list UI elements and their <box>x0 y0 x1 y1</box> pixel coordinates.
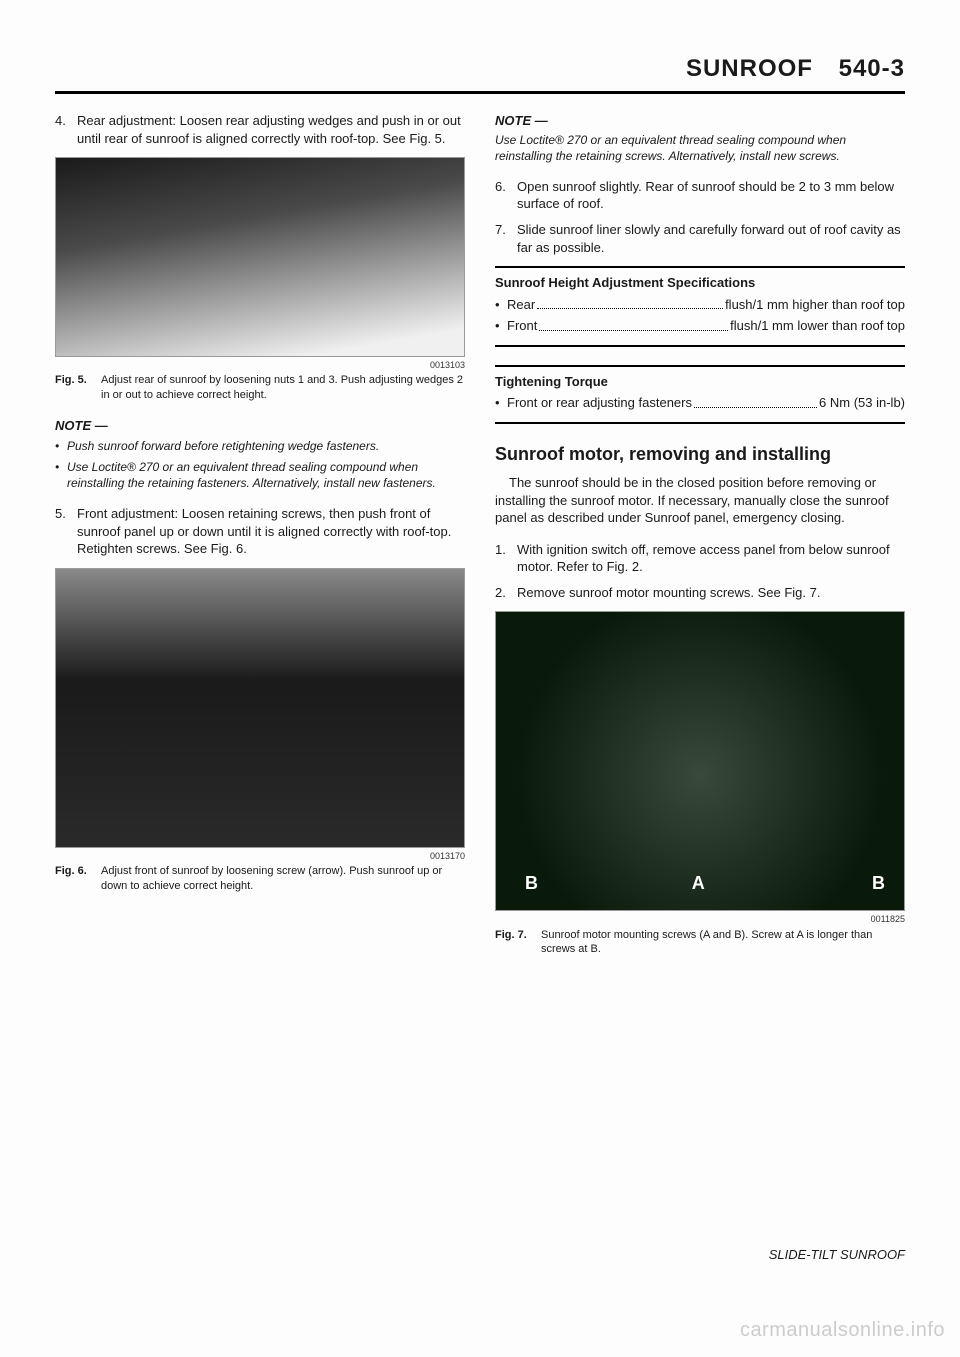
step-number: 1. <box>495 541 517 576</box>
divider <box>495 266 905 268</box>
figure-label: Fig. 5. <box>55 373 101 403</box>
figure-6-image <box>55 568 465 848</box>
torque-title: Tightening Torque <box>495 373 905 391</box>
figure-7-id: 0011825 <box>495 913 905 925</box>
watermark: carmanualsonline.info <box>740 1319 945 1342</box>
note-heading: NOTE — <box>495 112 905 130</box>
two-column-layout: 4. Rear adjustment: Loosen rear adjustin… <box>55 112 905 957</box>
bullet-icon: • <box>55 459 67 491</box>
step-number: 6. <box>495 178 517 213</box>
divider <box>495 365 905 367</box>
spec-title: Sunroof Height Adjustment Specifications <box>495 274 905 292</box>
step-6: 6. Open sunroof slightly. Rear of sunroo… <box>495 178 905 213</box>
figure-caption-text: Sunroof motor mounting screws (A and B).… <box>541 928 905 958</box>
bullet-icon: • <box>495 394 507 412</box>
note-text: Use Loctite® 270 or an equivalent thread… <box>495 132 905 164</box>
torque-label: Front or rear adjusting fasteners <box>507 394 692 412</box>
page-header: SUNROOF 540-3 <box>55 55 905 94</box>
note-text: Use Loctite® 270 or an equivalent thread… <box>67 459 465 491</box>
callout-letter: A <box>692 871 705 895</box>
divider <box>495 422 905 424</box>
spec-label: Rear <box>507 296 535 314</box>
step-number: 2. <box>495 584 517 602</box>
torque-row: • Front or rear adjusting fasteners 6 Nm… <box>495 394 905 412</box>
step-number: 4. <box>55 112 77 147</box>
note-heading: NOTE — <box>55 417 465 435</box>
figure-5-caption: Fig. 5. Adjust rear of sunroof by loosen… <box>55 373 465 403</box>
leader-dots <box>537 296 723 310</box>
figure-5-id: 0013103 <box>55 359 465 371</box>
figure-7-image <box>495 611 905 911</box>
divider <box>495 345 905 347</box>
leader-dots <box>539 317 728 331</box>
note-item: • Push sunroof forward before retighteni… <box>55 438 465 454</box>
spec-row: • Front flush/1 mm lower than roof top <box>495 317 905 335</box>
step-1: 1. With ignition switch off, remove acce… <box>495 541 905 576</box>
bullet-icon: • <box>495 317 507 335</box>
step-text: Slide sunroof liner slowly and carefully… <box>517 221 905 256</box>
figure-7-caption: Fig. 7. Sunroof motor mounting screws (A… <box>495 928 905 958</box>
step-number: 5. <box>55 505 77 558</box>
callout-letter: B <box>525 871 538 895</box>
figure-label: Fig. 6. <box>55 864 101 894</box>
figure-caption-text: Adjust rear of sunroof by loosening nuts… <box>101 373 465 403</box>
figure-7-wrap: B A B <box>495 611 905 911</box>
step-7: 7. Slide sunroof liner slowly and carefu… <box>495 221 905 256</box>
torque-value: 6 Nm (53 in-lb) <box>819 394 905 412</box>
paragraph: The sunroof should be in the closed posi… <box>495 474 905 527</box>
leader-dots <box>694 394 817 408</box>
figure-5-image <box>55 157 465 357</box>
figure-6-caption: Fig. 6. Adjust front of sunroof by loose… <box>55 864 465 894</box>
spec-value: flush/1 mm higher than roof top <box>725 296 905 314</box>
left-column: 4. Rear adjustment: Loosen rear adjustin… <box>55 112 465 957</box>
spec-label: Front <box>507 317 537 335</box>
right-column: NOTE — Use Loctite® 270 or an equivalent… <box>495 112 905 957</box>
note-item: • Use Loctite® 270 or an equivalent thre… <box>55 459 465 491</box>
page-footer: SLIDE-TILT SUNROOF <box>769 1247 905 1262</box>
step-2: 2. Remove sunroof motor mounting screws.… <box>495 584 905 602</box>
spec-value: flush/1 mm lower than roof top <box>730 317 905 335</box>
spec-row: • Rear flush/1 mm higher than roof top <box>495 296 905 314</box>
figure-label: Fig. 7. <box>495 928 541 958</box>
figure-caption-text: Adjust front of sunroof by loosening scr… <box>101 864 465 894</box>
figure-6-id: 0013170 <box>55 850 465 862</box>
step-4: 4. Rear adjustment: Loosen rear adjustin… <box>55 112 465 147</box>
step-5: 5. Front adjustment: Loosen retaining sc… <box>55 505 465 558</box>
step-number: 7. <box>495 221 517 256</box>
step-text: Remove sunroof motor mounting screws. Se… <box>517 584 905 602</box>
step-text: Front adjustment: Loosen retaining screw… <box>77 505 465 558</box>
header-section: 540-3 <box>839 55 905 82</box>
note-text: Push sunroof forward before retightening… <box>67 438 465 454</box>
step-text: Open sunroof slightly. Rear of sunroof s… <box>517 178 905 213</box>
bullet-icon: • <box>55 438 67 454</box>
step-text: With ignition switch off, remove access … <box>517 541 905 576</box>
page: SUNROOF 540-3 4. Rear adjustment: Loosen… <box>0 0 960 1357</box>
header-title: SUNROOF <box>686 55 813 82</box>
bullet-icon: • <box>495 296 507 314</box>
callout-letter: B <box>872 871 885 895</box>
section-heading: Sunroof motor, removing and installing <box>495 442 905 466</box>
step-text: Rear adjustment: Loosen rear adjusting w… <box>77 112 465 147</box>
